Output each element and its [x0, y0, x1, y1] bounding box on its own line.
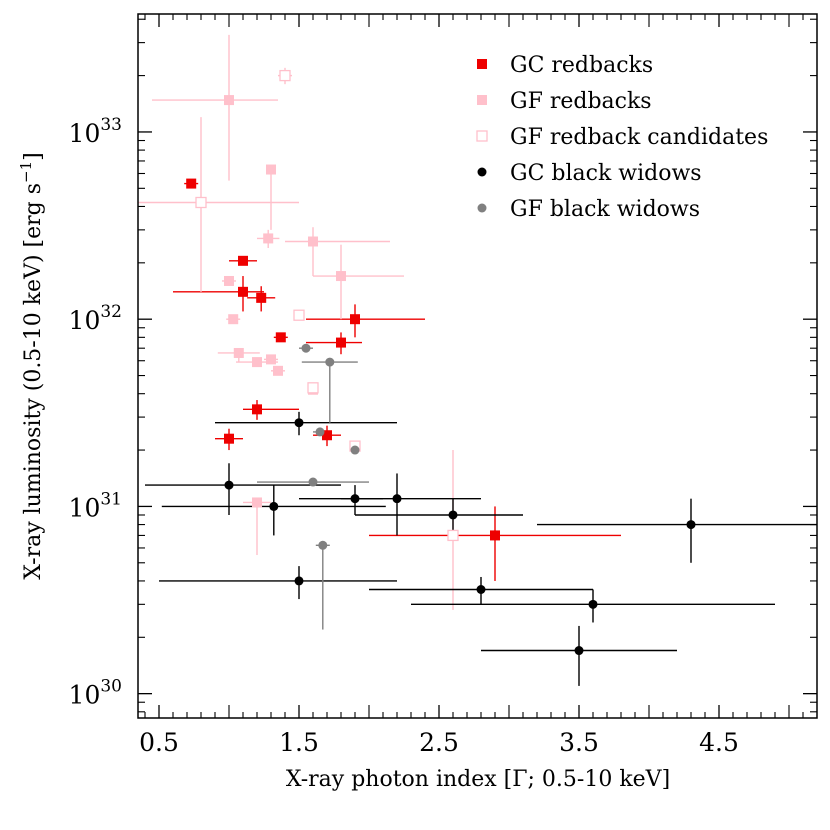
x-tick-label: 1.5 — [279, 728, 319, 757]
gf-redback-candidates-point — [447, 529, 459, 542]
x-tick-label: 4.5 — [699, 728, 739, 757]
gc-redbacks-point — [336, 337, 346, 348]
gf-black-widows-point — [315, 427, 325, 437]
legend-marker-gf-black-widows — [477, 203, 487, 213]
axis-ticks — [138, 14, 817, 718]
data-markers — [186, 69, 696, 656]
gf-black-widows-point — [350, 445, 360, 455]
y-axis-label: X-ray luminosity (0.5-10 keV) [erg s−1] — [17, 152, 46, 579]
gf-redbacks-point — [266, 354, 276, 365]
legend-label-gf-redbacks: GF redbacks — [510, 89, 652, 114]
gf-redback-candidates-point — [307, 382, 319, 394]
gc-black-widows-point — [350, 494, 360, 504]
gf-redback-candidates-point — [293, 309, 305, 321]
x-tick-label: 3.5 — [559, 728, 599, 757]
gf-redbacks-point — [263, 233, 274, 244]
gc-redbacks-point — [490, 530, 500, 541]
legend-label-gf-black-widows: GF black widows — [510, 197, 700, 222]
plot-frame — [137, 13, 818, 719]
gc-redbacks-point — [256, 292, 267, 303]
gf-black-widows-point — [325, 357, 335, 367]
gf-redbacks-point — [252, 497, 262, 508]
legend-label-gf-redback-candidates: GF redback candidates — [510, 125, 768, 150]
gc-black-widows-point — [476, 585, 486, 595]
legend-marker-gf-redback-candidates — [476, 130, 488, 142]
legend-label-gc-black-widows: GC black widows — [510, 161, 702, 186]
gf-redback-candidates-point — [195, 196, 207, 209]
gc-redbacks-point — [238, 286, 248, 297]
gc-black-widows-point — [392, 494, 402, 504]
gf-redbacks-point — [224, 275, 234, 286]
gf-black-widows-point — [318, 540, 328, 550]
gc-black-widows-point — [686, 520, 696, 530]
legend-label-gc-redbacks: GC redbacks — [510, 53, 653, 78]
gf-redbacks-point — [336, 271, 346, 282]
gc-black-widows-point — [588, 599, 598, 609]
x-tick-label: 2.5 — [419, 728, 459, 757]
gc-redbacks-point — [322, 430, 332, 441]
x-tick-label: 0.5 — [139, 728, 179, 757]
legend-marker-gc-redbacks — [477, 59, 487, 69]
gc-black-widows-point — [448, 510, 458, 520]
legend: GC redbacks GF redbacks GF redback candida… — [476, 53, 768, 222]
y-tick-label: 1030 — [69, 677, 122, 710]
gc-black-widows-point — [294, 418, 304, 428]
tick-labels: 0.5 1.5 2.5 3.5 4.5 1030 1031 1032 1033 — [69, 115, 739, 757]
gc-redbacks-point — [350, 314, 360, 325]
gf-redback-candidates-point — [279, 69, 291, 82]
gf-redbacks-point — [252, 357, 262, 368]
gc-redbacks-point — [238, 255, 248, 266]
y-tick-label: 1032 — [69, 302, 122, 335]
legend-marker-gf-redbacks — [477, 95, 487, 105]
y-tick-label: 1033 — [69, 115, 122, 148]
gc-black-widows-point — [294, 576, 304, 586]
gc-black-widows-point — [269, 501, 279, 511]
gf-redbacks-point — [308, 236, 318, 247]
gf-redbacks-point — [228, 314, 239, 325]
gc-redbacks-point — [252, 404, 262, 415]
gf-redbacks-point — [266, 164, 276, 175]
y-tick-label: 1031 — [69, 489, 122, 522]
gc-redbacks-point — [186, 178, 197, 189]
gf-redbacks-point — [273, 365, 283, 376]
gc-black-widows-point — [224, 480, 234, 490]
gc-redbacks-point — [224, 433, 234, 444]
gf-black-widows-point — [301, 343, 311, 353]
x-axis-label: X-ray photon index [Γ; 0.5-10 keV] — [286, 767, 670, 792]
gc-redbacks-point — [275, 332, 286, 343]
gf-black-widows-point — [308, 477, 318, 487]
gc-black-widows-point — [574, 646, 584, 656]
gf-redbacks-point — [224, 95, 234, 106]
gf-redbacks-point — [233, 347, 244, 358]
legend-marker-gc-black-widows — [477, 167, 487, 177]
